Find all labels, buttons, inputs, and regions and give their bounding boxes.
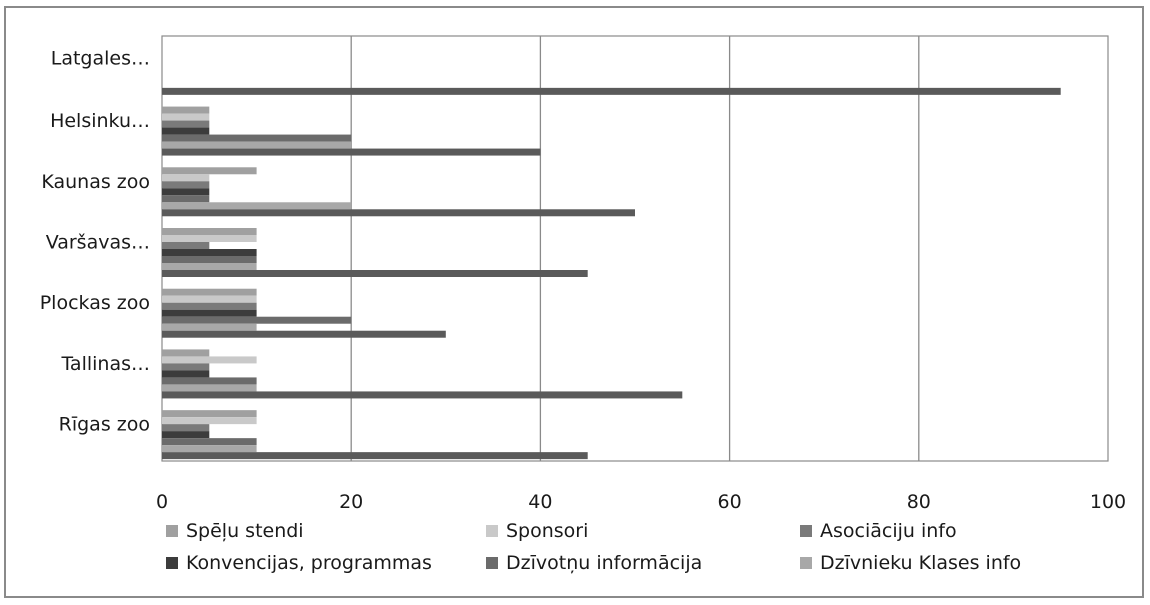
x-tick-label: 100 — [1090, 491, 1126, 513]
bar — [162, 127, 210, 135]
bar — [162, 410, 257, 418]
bar — [162, 356, 257, 364]
bar — [162, 256, 257, 263]
bar — [162, 384, 257, 392]
bar — [162, 141, 352, 149]
x-tick-label: 60 — [718, 491, 742, 513]
bar — [162, 134, 352, 142]
bar — [162, 417, 257, 425]
bar — [162, 228, 257, 235]
bar — [162, 167, 257, 175]
bar — [162, 87, 1061, 95]
y-category-label: Plockas zoo — [40, 292, 150, 314]
y-category-label: Latgales… — [51, 47, 150, 69]
bar — [162, 188, 210, 196]
bar — [162, 309, 257, 317]
bar — [162, 349, 210, 357]
y-category-label: Tallinas… — [60, 353, 150, 375]
bar — [162, 120, 210, 128]
bar — [162, 316, 352, 324]
bar — [162, 323, 257, 331]
bar — [162, 295, 257, 303]
bar — [162, 377, 257, 385]
x-tick-label: 80 — [907, 491, 931, 513]
bar — [162, 452, 588, 460]
x-tick-label: 0 — [156, 491, 168, 513]
bar — [162, 249, 257, 256]
bar — [162, 363, 210, 371]
bar — [162, 370, 210, 378]
y-category-label: Helsinku… — [50, 110, 150, 132]
bar — [162, 391, 683, 399]
bar — [162, 235, 257, 242]
bar — [162, 263, 257, 270]
bar — [162, 302, 257, 310]
bar — [162, 330, 446, 338]
bar — [162, 431, 210, 439]
bar — [162, 148, 541, 156]
x-tick-label: 40 — [528, 491, 552, 513]
bar — [162, 113, 210, 121]
bar — [162, 424, 210, 432]
bar — [162, 202, 352, 210]
bar — [162, 181, 210, 189]
x-tick-label: 20 — [339, 491, 363, 513]
y-category-label: Kaunas zoo — [41, 171, 150, 193]
bar — [162, 288, 257, 296]
bar — [162, 195, 210, 203]
bar — [162, 445, 257, 453]
bar — [162, 106, 210, 114]
y-category-label: Rīgas zoo — [59, 414, 150, 436]
y-category-label: Varšavas… — [46, 232, 150, 254]
bar — [162, 242, 210, 249]
bar — [162, 209, 635, 217]
bar — [162, 270, 588, 277]
bar — [162, 438, 257, 446]
bar — [162, 174, 210, 182]
